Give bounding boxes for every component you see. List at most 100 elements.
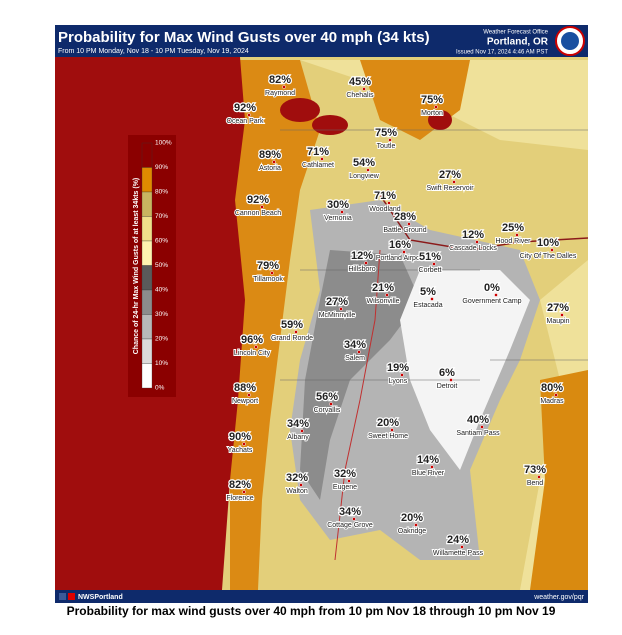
city-value: 89%: [259, 149, 281, 161]
city-value: 59%: [281, 319, 303, 331]
city-value: 19%: [387, 362, 409, 374]
city-name: Maupin: [547, 318, 570, 325]
east-orange: [530, 370, 588, 590]
river: [379, 194, 588, 251]
city-value: 40%: [467, 414, 489, 426]
city-value: 56%: [316, 391, 338, 403]
coast-orange: [230, 60, 320, 590]
city-name: Hillsboro: [348, 266, 375, 273]
city-name: Albany: [287, 434, 309, 441]
city-name: Eugene: [333, 484, 357, 491]
city-dot: [414, 523, 418, 527]
city-dot: [550, 248, 554, 252]
city-dot: [449, 378, 453, 382]
city-name: Cannon Beach: [235, 210, 281, 217]
city-dot: [494, 293, 498, 297]
city-value: 30%: [327, 199, 349, 211]
legend: 100% 90% 80% 70% 60% 50% 40% 30% 20% 10% 0% Chance…: [128, 135, 176, 397]
city-name: Madras: [540, 398, 564, 405]
city-name: Morton: [421, 110, 443, 117]
city-name: Wilsonville: [366, 298, 399, 305]
city-dot: [480, 425, 484, 429]
youtube-icon[interactable]: [68, 593, 75, 600]
social-handle[interactable]: NWSPortland: [78, 594, 123, 601]
city-dot: [347, 479, 351, 483]
city-name: Lincoln City: [234, 350, 271, 357]
legend-swatch: [141, 240, 153, 266]
legend-label: 30%: [155, 311, 168, 318]
legend-label: 70%: [155, 213, 168, 220]
footer-bar: [55, 590, 588, 603]
city-dot: [339, 307, 343, 311]
legend-label: 20%: [155, 336, 168, 343]
city-dot: [340, 210, 344, 214]
city-value: 27%: [326, 296, 348, 308]
city-dot: [432, 262, 436, 266]
city-name: Grand Ronde: [271, 335, 313, 342]
city-dot: [366, 168, 370, 172]
legend-label: 100%: [155, 140, 172, 147]
city-value: 54%: [353, 157, 375, 169]
footer-url[interactable]: weather.gov/pqr: [533, 594, 584, 601]
city-name: Willamette Pass: [433, 550, 484, 557]
city-value: 73%: [524, 464, 546, 476]
city-value: 79%: [257, 260, 279, 272]
city-dot: [270, 271, 274, 275]
facebook-icon[interactable]: [59, 593, 66, 600]
city-value: 45%: [349, 76, 371, 88]
legend-swatch: [141, 363, 153, 389]
nws-logo-inner: [561, 32, 579, 50]
city-name: Salem: [345, 355, 365, 362]
map: [55, 57, 588, 590]
city-value: 20%: [377, 417, 399, 429]
city-dot: [475, 240, 479, 244]
city-name: Lyons: [389, 378, 408, 385]
city-dot: [352, 517, 356, 521]
city-name: Santiam Pass: [456, 430, 500, 437]
issued: Issued Nov 17, 2024 4:46 AM PST: [456, 50, 548, 56]
city-dot: [254, 345, 258, 349]
city-value: 34%: [344, 339, 366, 351]
city-value: 82%: [229, 479, 251, 491]
city-name: Blue River: [412, 470, 445, 477]
city-value: 10%: [537, 237, 559, 249]
city-value: 20%: [401, 512, 423, 524]
city-name: Newport: [232, 398, 258, 405]
city-value: 32%: [286, 472, 308, 484]
legend-swatch: [141, 191, 153, 217]
city-value: 21%: [372, 282, 394, 294]
city-value: 75%: [421, 94, 443, 106]
city-name: Tillamook: [253, 276, 283, 283]
city-dot: [362, 87, 366, 91]
city-name: Sweet Home: [368, 433, 408, 440]
city-name: Estacada: [413, 302, 442, 309]
city-value: 27%: [439, 169, 461, 181]
city-name: Chehalis: [346, 92, 374, 99]
city-name: City Of The Dalles: [520, 253, 577, 260]
city-value: 34%: [339, 506, 361, 518]
city-value: 12%: [462, 229, 484, 241]
legend-swatch: [141, 142, 153, 168]
city-dot: [402, 250, 406, 254]
city-value: 32%: [334, 468, 356, 480]
city-dot: [537, 475, 541, 479]
city-dot: [320, 157, 324, 161]
city-name: Portland Airport: [376, 255, 424, 262]
legend-swatch: [141, 289, 153, 315]
legend-swatch: [141, 216, 153, 242]
legend-bar: 100% 90% 80% 70% 60% 50% 40% 30% 20% 10% 0%: [141, 140, 172, 392]
city-dot: [390, 428, 394, 432]
city-dot: [242, 442, 246, 446]
city-dot: [385, 293, 389, 297]
city-name: Florence: [226, 495, 253, 502]
city-value: 25%: [502, 222, 524, 234]
city-dot: [357, 350, 361, 354]
legend-label: 10%: [155, 360, 168, 367]
legend-label: 40%: [155, 287, 168, 294]
city-value: 12%: [351, 250, 373, 262]
city-dot: [407, 222, 411, 226]
city-dot: [430, 297, 434, 301]
city-name: Raymond: [265, 90, 295, 97]
subtitle: From 10 PM Monday, Nov 18 - 10 PM Tuesda…: [58, 48, 249, 55]
city-dot: [554, 393, 558, 397]
